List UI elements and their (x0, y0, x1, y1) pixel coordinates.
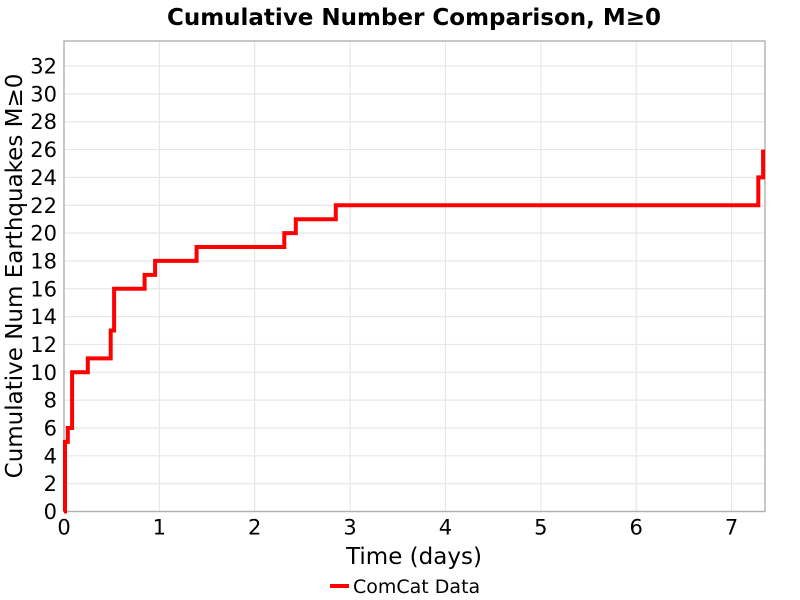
gridlines (63, 41, 765, 513)
plot-border (63, 40, 766, 513)
x-tick-labels: 0 1 2 3 4 5 6 7 (57, 516, 738, 540)
svg-text:7: 7 (725, 516, 738, 540)
svg-text:5: 5 (534, 516, 547, 540)
legend: ComCat Data (330, 576, 480, 598)
svg-text:6: 6 (44, 416, 57, 440)
svg-text:24: 24 (30, 166, 57, 190)
svg-text:0: 0 (57, 516, 70, 540)
legend-label: ComCat Data (353, 576, 480, 598)
svg-text:6: 6 (630, 516, 643, 540)
svg-text:28: 28 (30, 110, 57, 134)
svg-text:8: 8 (44, 389, 57, 413)
svg-text:18: 18 (30, 249, 57, 273)
svg-text:4: 4 (44, 444, 57, 468)
svg-text:1: 1 (153, 516, 166, 540)
svg-text:22: 22 (30, 194, 57, 218)
svg-text:30: 30 (30, 82, 57, 106)
svg-text:14: 14 (30, 305, 57, 329)
svg-text:12: 12 (30, 333, 57, 357)
svg-text:10: 10 (30, 361, 57, 385)
x-axis-label: Time (days) (345, 544, 482, 570)
svg-text:32: 32 (30, 55, 57, 79)
chart-title: Cumulative Number Comparison, M≥0 (167, 5, 661, 31)
svg-text:2: 2 (44, 472, 57, 496)
svg-text:4: 4 (439, 516, 452, 540)
svg-text:0: 0 (44, 500, 57, 524)
svg-text:20: 20 (30, 222, 57, 246)
comcat-data-step-line (63, 149, 766, 514)
svg-text:16: 16 (30, 277, 57, 301)
svg-text:2: 2 (248, 516, 261, 540)
svg-text:3: 3 (343, 516, 356, 540)
y-axis-label: Cumulative Num Earthquakes M≥0 (2, 74, 28, 479)
svg-text:26: 26 (30, 138, 57, 162)
